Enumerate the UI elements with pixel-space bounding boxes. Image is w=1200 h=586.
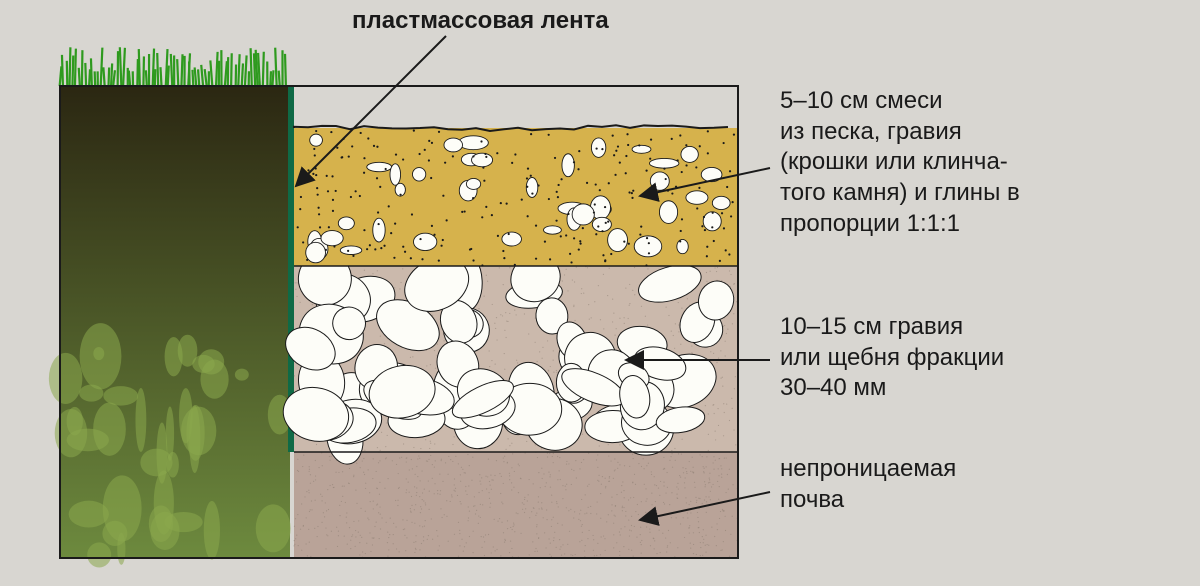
page-root: пластмассовая лента 5–10 см смеси из пес… bbox=[0, 0, 1200, 586]
label-top-layer: 5–10 см смеси из песка, гравия (крошки и… bbox=[780, 86, 1020, 240]
cross-section-diagram bbox=[0, 0, 1200, 586]
label-tape: пластмассовая лента bbox=[352, 6, 609, 37]
label-mid-layer: 10–15 см гравия или щебня фракции 30–40 … bbox=[780, 312, 1004, 404]
label-bottom-layer: непроницаемая почва bbox=[780, 454, 956, 515]
